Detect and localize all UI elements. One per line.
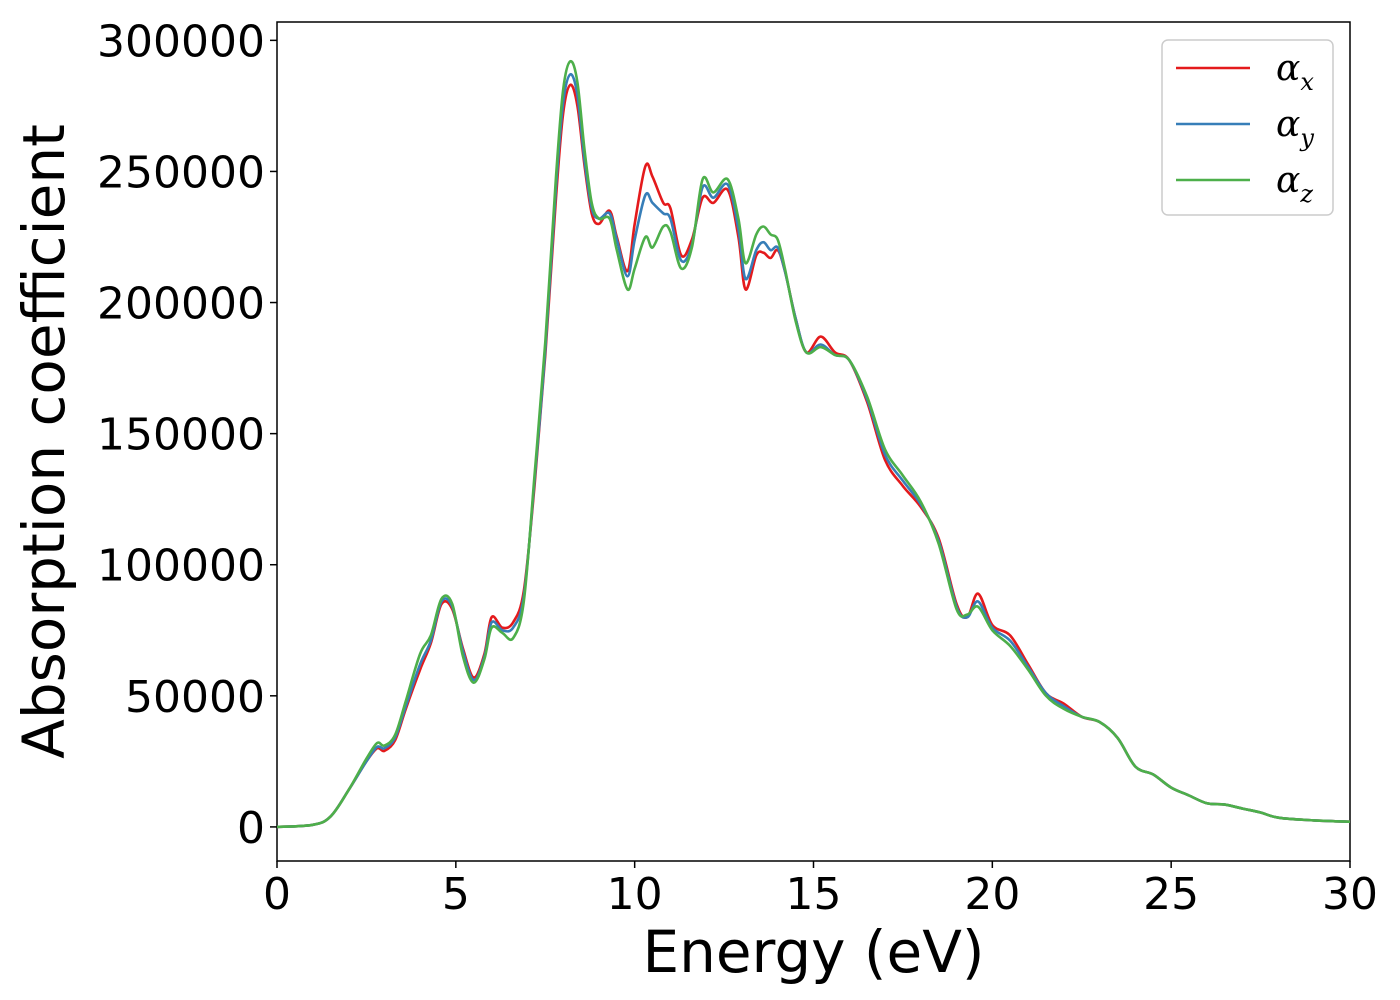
y-tick-label: 200000: [97, 279, 265, 330]
y-tick-label: 0: [237, 803, 265, 854]
x-tick-label: 25: [1143, 869, 1199, 920]
series-line-alpha-y: [276, 73, 1351, 829]
x-axis: 0 5 10 15 20 25 30: [263, 861, 1378, 920]
legend-subscript: x: [1300, 68, 1314, 96]
legend-subscript: z: [1299, 180, 1313, 208]
x-axis-title: Energy (eV): [642, 918, 984, 986]
y-tick-label: 100000: [97, 541, 265, 592]
x-tick-label: 10: [607, 869, 663, 920]
series-layer: [276, 59, 1351, 829]
x-tick-label: 5: [442, 869, 470, 920]
x-tick-label: 0: [263, 869, 291, 920]
legend-subscript: y: [1299, 124, 1314, 152]
x-tick-label: 15: [786, 869, 842, 920]
y-tick-label: 150000: [97, 410, 265, 461]
y-tick-label: 250000: [97, 147, 265, 198]
y-tick-label: 300000: [97, 16, 265, 67]
y-axis: 0 50000 100000 150000 200000 250000 300000: [97, 16, 277, 854]
x-tick-label: 30: [1322, 869, 1378, 920]
y-tick-label: 50000: [125, 672, 265, 723]
series-line-alpha-z: [276, 59, 1351, 829]
x-tick-label: 20: [964, 869, 1020, 920]
y-axis-title: Absorption coefficient: [10, 124, 78, 759]
legend-box: [1161, 39, 1334, 216]
